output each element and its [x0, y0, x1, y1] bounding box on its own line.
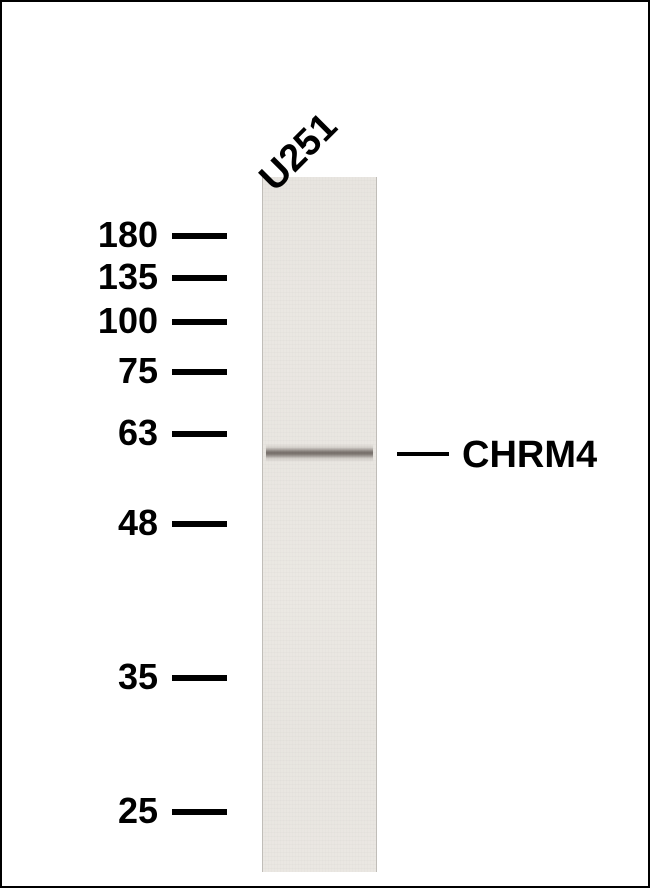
- marker-label: 48: [118, 502, 158, 544]
- protein-band: [266, 444, 373, 462]
- marker-tick: [172, 675, 227, 681]
- marker-label: 180: [98, 214, 158, 256]
- figure-container: U251 1801351007563483525 CHRM4: [0, 0, 650, 888]
- band-label: CHRM4: [462, 434, 597, 477]
- marker-tick: [172, 275, 227, 281]
- marker-tick: [172, 369, 227, 375]
- marker-tick: [172, 319, 227, 325]
- marker-tick: [172, 809, 227, 815]
- marker-tick: [172, 431, 227, 437]
- marker-tick: [172, 521, 227, 527]
- marker-label: 100: [98, 300, 158, 342]
- blot-lane: [262, 177, 377, 872]
- marker-label: 135: [98, 256, 158, 298]
- marker-tick: [172, 233, 227, 239]
- marker-label: 75: [118, 350, 158, 392]
- band-indicator-tick: [397, 452, 449, 456]
- marker-label: 63: [118, 412, 158, 454]
- marker-label: 25: [118, 790, 158, 832]
- marker-label: 35: [118, 656, 158, 698]
